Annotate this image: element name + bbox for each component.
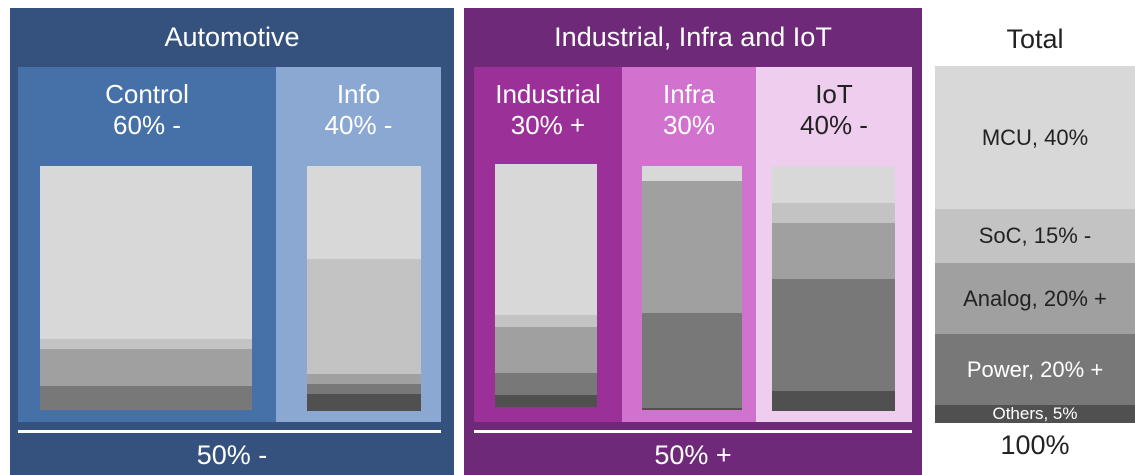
infra-bar-power	[642, 313, 742, 408]
industrial-bar-others	[495, 395, 597, 407]
info-mix-bar	[307, 166, 421, 411]
iot-bar-soc	[772, 203, 895, 223]
industrial-group-divider	[474, 430, 912, 433]
control-bar-analog	[40, 349, 252, 386]
total-soc-segment: SoC, 15% -	[935, 209, 1135, 263]
industrial-group-title: Industrial, Infra and IoT	[554, 22, 832, 52]
total-stack: MCU, 40% SoC, 15% - Analog, 20% + Power, 20…	[935, 66, 1135, 423]
info-bar-mcu	[307, 166, 421, 259]
industrial-bar-mcu	[495, 164, 597, 315]
industrial-group-share: 50% +	[654, 440, 732, 470]
control-share: 60% -	[113, 110, 181, 140]
control-label: Control	[105, 79, 189, 109]
iot-bar-analog	[772, 223, 895, 279]
total-others-segment: Others, 5%	[935, 404, 1135, 423]
industrial-label: Industrial	[495, 79, 601, 109]
info-bar-power	[307, 384, 421, 394]
total-soc-label: SoC, 15% -	[978, 223, 1092, 248]
automotive-share: 50% -	[196, 440, 268, 470]
industrial-share: 30% +	[510, 110, 586, 140]
control-bar-mcu	[40, 166, 252, 339]
iot-bar-others	[772, 391, 895, 411]
industrial-bar-soc	[495, 315, 597, 327]
total-mcu-label: MCU, 40%	[981, 124, 1089, 150]
infra-mix-bar	[642, 166, 742, 410]
control-bar-power	[40, 386, 252, 410]
info-share: 40% -	[324, 110, 393, 140]
info-bar-others	[307, 394, 421, 411]
automotive-title: Automotive	[164, 22, 300, 52]
infra-bar-analog	[642, 181, 742, 313]
total-power-segment: Power, 20% +	[935, 334, 1135, 405]
info-label: Info	[336, 79, 381, 109]
total-share: 100%	[1000, 430, 1070, 460]
total-analog-segment: Analog, 20% +	[935, 263, 1135, 334]
iot-label: IoT	[815, 79, 853, 109]
total-others-label: Others, 5%	[992, 404, 1078, 423]
infra-label: Infra	[662, 79, 716, 109]
iot-bar-power	[772, 279, 895, 391]
automotive-divider	[18, 430, 441, 433]
total-mcu-segment: MCU, 40%	[935, 66, 1135, 209]
infra-share: 30%	[662, 110, 716, 140]
iot-bar-mcu	[772, 166, 895, 203]
info-bar-soc	[307, 259, 421, 374]
infra-bar-others	[642, 408, 742, 410]
iot-share: 40% -	[800, 110, 868, 140]
industrial-bar-power	[495, 373, 597, 395]
control-bar-soc	[40, 339, 252, 349]
iot-mix-bar	[772, 166, 895, 411]
total-power-label: Power, 20% +	[966, 356, 1104, 382]
total-analog-label: Analog, 20% +	[963, 285, 1107, 311]
total-title: Total	[1006, 24, 1064, 54]
industrial-mix-bar	[495, 164, 597, 408]
info-bar-analog	[307, 374, 421, 384]
infra-bar-mcu	[642, 166, 742, 181]
control-mix-bar	[40, 166, 252, 410]
industrial-bar-analog	[495, 327, 597, 373]
